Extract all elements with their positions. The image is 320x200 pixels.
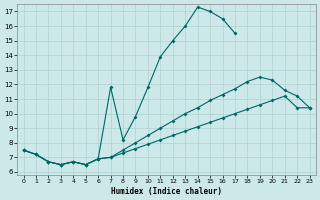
X-axis label: Humidex (Indice chaleur): Humidex (Indice chaleur): [111, 187, 222, 196]
